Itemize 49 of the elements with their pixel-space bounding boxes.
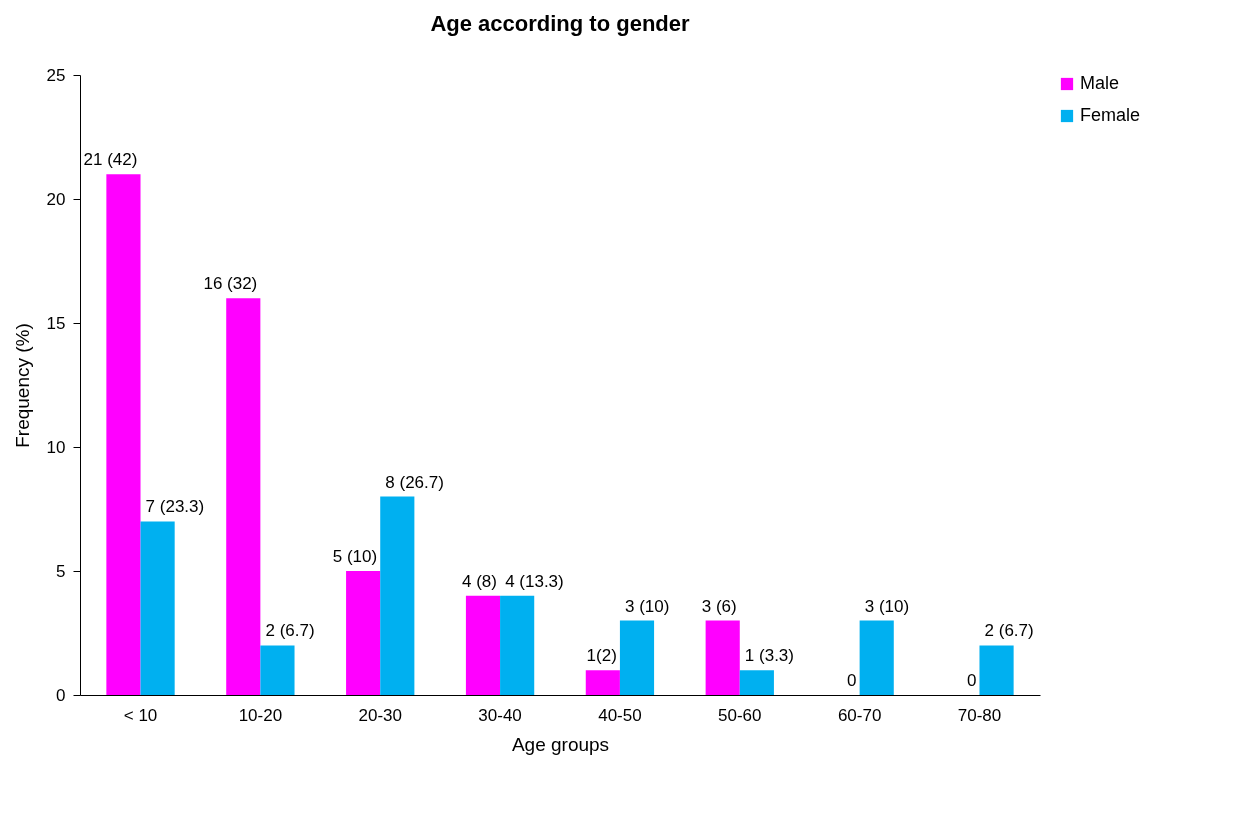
bar bbox=[500, 595, 535, 695]
data-label: 4 (8) bbox=[462, 571, 497, 591]
bar bbox=[585, 670, 620, 695]
data-label: 2 (6.7) bbox=[984, 621, 1034, 641]
data-label: 16 (32) bbox=[203, 274, 258, 294]
chart-title: Age according to gender bbox=[430, 11, 690, 36]
bar bbox=[380, 496, 415, 695]
y-tick-label: 15 bbox=[46, 313, 66, 333]
bar bbox=[465, 595, 501, 695]
data-label: 0 bbox=[966, 671, 977, 690]
data-label: 4 (13.3) bbox=[505, 571, 564, 591]
x-tick-label: 40-50 bbox=[598, 705, 642, 725]
x-tick-label: 20-30 bbox=[358, 705, 402, 725]
y-tick-label: 10 bbox=[46, 437, 66, 457]
x-tick-label: 10-20 bbox=[238, 705, 283, 725]
y-tick-label: 5 bbox=[56, 561, 66, 581]
data-label: 2 (6.7) bbox=[265, 621, 315, 641]
data-label: 3 (6) bbox=[701, 596, 737, 616]
y-axis-title: Frequency (%) bbox=[11, 323, 33, 448]
bar bbox=[260, 645, 295, 695]
bar bbox=[979, 645, 1014, 695]
data-label: 1 (3.3) bbox=[744, 646, 794, 666]
x-tick-label: < 10 bbox=[123, 705, 158, 725]
data-label: 3 (10) bbox=[625, 596, 670, 616]
x-tick-label: 60-70 bbox=[837, 705, 882, 725]
x-tick-label: 50-60 bbox=[718, 705, 762, 725]
data-label: 0 bbox=[847, 671, 857, 690]
data-label: 7 (23.3) bbox=[145, 497, 205, 517]
y-tick-label: 20 bbox=[46, 189, 66, 209]
bar bbox=[859, 620, 894, 695]
bar bbox=[705, 620, 740, 695]
data-label: 1(2) bbox=[586, 646, 617, 666]
bar bbox=[226, 298, 261, 695]
y-tick-label: 25 bbox=[46, 65, 66, 85]
data-label: 21 (42) bbox=[83, 150, 138, 170]
bar bbox=[346, 571, 381, 695]
data-label: 3 (10) bbox=[864, 596, 910, 616]
data-label: 8 (26.7) bbox=[385, 472, 444, 492]
legend-label: Male bbox=[1080, 73, 1120, 93]
bar bbox=[106, 174, 141, 695]
data-label: 5 (10) bbox=[332, 547, 378, 566]
y-tick-label: 0 bbox=[56, 685, 66, 705]
legend-label: Female bbox=[1080, 105, 1141, 125]
x-tick-label: 70-80 bbox=[957, 705, 1002, 725]
bar bbox=[619, 620, 655, 695]
x-axis-title: Age groups bbox=[511, 733, 610, 755]
bar bbox=[739, 670, 774, 695]
x-tick-label: 30-40 bbox=[478, 705, 522, 725]
bar bbox=[140, 521, 175, 695]
